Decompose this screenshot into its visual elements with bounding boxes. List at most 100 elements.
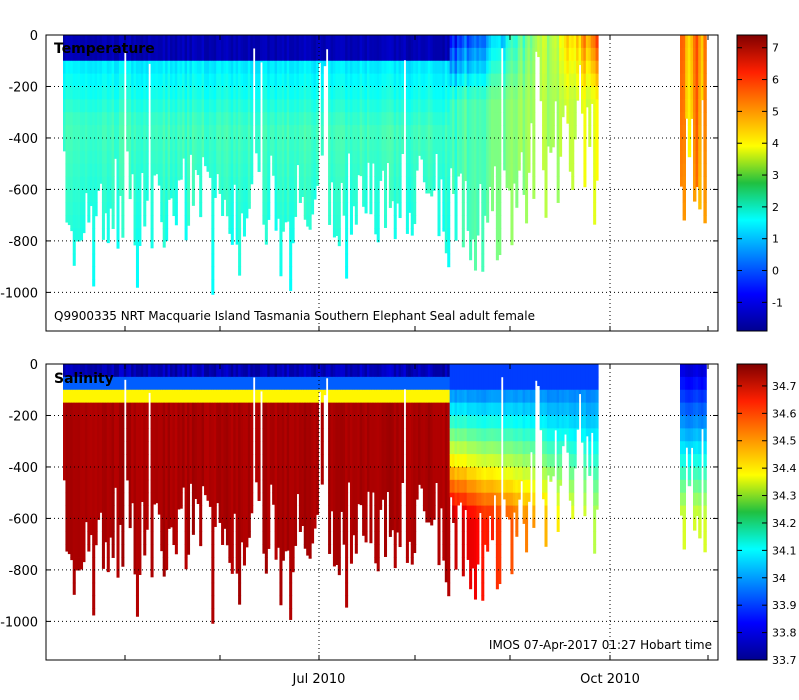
data-cell [471,163,475,177]
data-cell [89,428,93,442]
data-cell [337,35,341,49]
data-cell [152,125,157,139]
data-cell [294,150,298,165]
data-cell [72,253,76,266]
profile-column [345,35,349,279]
data-cell [422,99,426,113]
data-cell [289,240,293,255]
profile-column [559,35,563,157]
data-cell [422,73,426,87]
data-cell [388,35,392,49]
data-cell [191,466,195,481]
data-cell [342,466,346,481]
data-cell [111,125,115,139]
data-cell [525,60,529,75]
data-cell [573,60,577,75]
data-cell [464,35,468,49]
data-cell [194,99,198,113]
data-cell [272,86,276,100]
data-cell [126,47,130,62]
data-cell [311,73,315,87]
data-cell [225,492,229,506]
data-cell [437,150,441,165]
data-cell [544,35,548,49]
data-cell [165,163,169,177]
data-cell [680,163,684,177]
data-cell [131,376,135,391]
data-cell [213,492,217,506]
data-cell [99,150,103,165]
data-cell [289,582,293,597]
data-cell [133,569,137,575]
data-cell [328,73,332,87]
data-cell [133,415,137,429]
data-cell [135,454,139,468]
data-cell [279,189,283,203]
data-cell [211,215,215,229]
data-cell [427,150,431,165]
data-cell [230,112,234,126]
data-cell [476,150,480,165]
data-cell [289,441,293,455]
data-cell [87,389,91,404]
data-cell [544,86,548,100]
data-cell [216,376,220,391]
data-cell [315,125,319,139]
data-cell [228,125,232,139]
data-cell [118,86,122,100]
data-cell [294,86,298,100]
data-cell [542,73,546,87]
profile-column [208,35,212,178]
data-cell [165,415,169,429]
data-cell [425,73,429,87]
data-cell [349,364,353,378]
data-cell [529,112,533,124]
data-cell [128,441,132,455]
data-cell [204,441,208,455]
data-cell [196,125,200,139]
data-cell [549,137,553,152]
data-cell [182,415,186,429]
data-cell [585,73,589,87]
data-cell [235,415,239,429]
data-cell [67,415,71,429]
data-cell [349,557,353,564]
data-cell [199,176,203,190]
profile-column [532,35,536,199]
data-cell [97,137,101,152]
data-cell [272,428,276,442]
data-cell [354,202,358,216]
data-cell [286,441,290,455]
data-cell [264,544,268,558]
data-cell [245,86,249,100]
data-cell [138,531,142,545]
data-cell [279,176,283,190]
data-cell [444,240,448,254]
data-cell [306,60,310,75]
data-cell [143,86,147,100]
data-cell [459,150,463,165]
data-cell [303,125,307,139]
data-cell [454,112,458,126]
data-cell [230,60,234,75]
data-cell [92,240,96,255]
data-cell [77,557,81,571]
data-cell [466,73,470,87]
data-cell [131,125,135,139]
data-cell [298,479,302,494]
data-cell [245,428,249,442]
data-cell [279,364,283,378]
data-cell [413,202,417,216]
data-cell [201,73,205,87]
data-cell [223,176,227,190]
data-cell [116,389,120,404]
profile-column [366,35,371,163]
data-cell [240,137,244,152]
colorbar-tick-label: 0 [772,265,779,278]
data-cell [233,441,237,455]
data-cell [459,60,463,75]
data-cell [165,402,169,416]
data-cell [286,176,290,190]
data-cell [111,202,115,216]
data-cell [257,99,261,113]
